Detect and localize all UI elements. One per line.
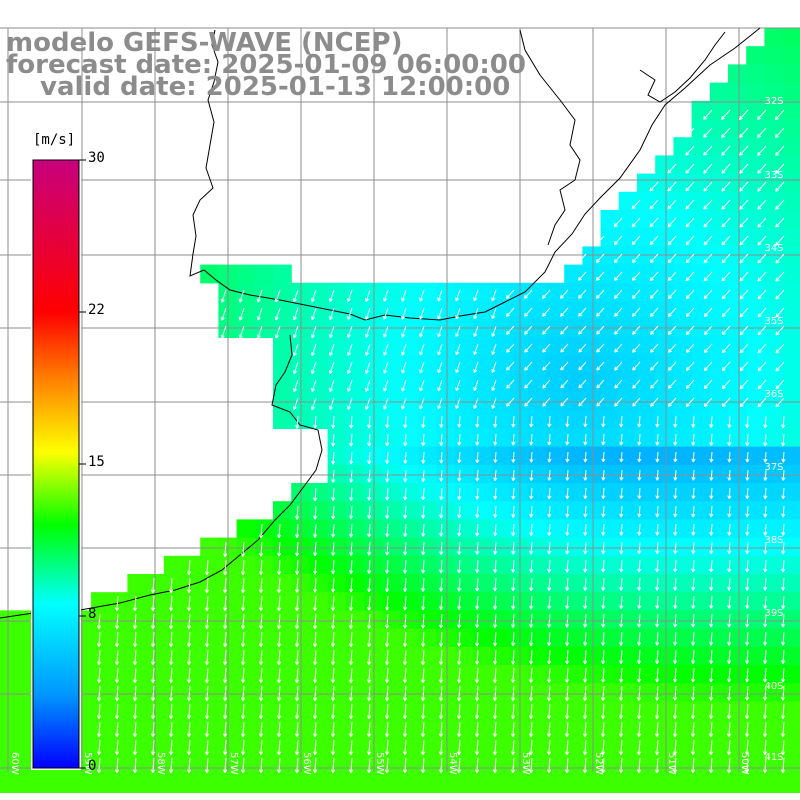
wind-arrows [96,109,786,774]
longitude-label: 59W [82,752,93,775]
longitude-label: 54W [447,752,458,775]
latitude-labels: 32S 33S 34S 35S 36S 37S 38S 39S 40S 41S [764,96,783,763]
colorbar-tick-label: 30 [88,150,105,166]
latitude-label: 33S [764,170,783,181]
title-forecast-date: forecast date: 2025-01-09 06:00:00 [6,50,526,80]
longitude-label: 51W [666,752,677,775]
colorbar-tick-label: 0 [88,758,97,774]
colorbar-tick-label: 8 [88,606,97,622]
longitude-label: 60W [9,752,20,775]
longitude-label: 58W [155,752,166,775]
longitude-label: 55W [374,752,385,775]
longitude-label: 56W [301,752,312,775]
title-model: modelo GEFS-WAVE (NCEP) [6,28,403,58]
latitude-label: 41S [764,752,783,763]
latitude-label: 32S [764,96,783,107]
lat-lon-grid [0,27,800,772]
title-valid-date: valid date: 2025-01-13 12:00:00 [40,72,511,102]
latitude-label: 36S [764,389,783,400]
colorbar-tick-label: 22 [88,302,105,318]
longitude-label: 52W [593,752,604,775]
longitude-label: 57W [228,752,239,775]
colorbar [32,159,80,769]
colorbar-ticks [79,159,86,769]
longitude-label: 53W [520,752,531,775]
colorbar-tick-label: 15 [88,454,105,470]
latitude-label: 35S [764,316,783,327]
latitude-label: 37S [764,462,783,473]
colorbar-unit: [m/s] [33,132,76,148]
longitude-label: 50W [739,752,750,775]
latitude-label: 39S [764,608,783,619]
latitude-label: 38S [764,535,783,546]
longitude-labels: 60W 59W 58W 57W 56W 55W 54W 53W 52W 51W 50W [9,752,750,775]
latitude-label: 40S [764,681,783,692]
latitude-label: 34S [764,243,783,254]
coastline-argentina [0,334,323,619]
coastline-lagoa [639,31,726,103]
coastline-uruguay-north [519,29,581,246]
